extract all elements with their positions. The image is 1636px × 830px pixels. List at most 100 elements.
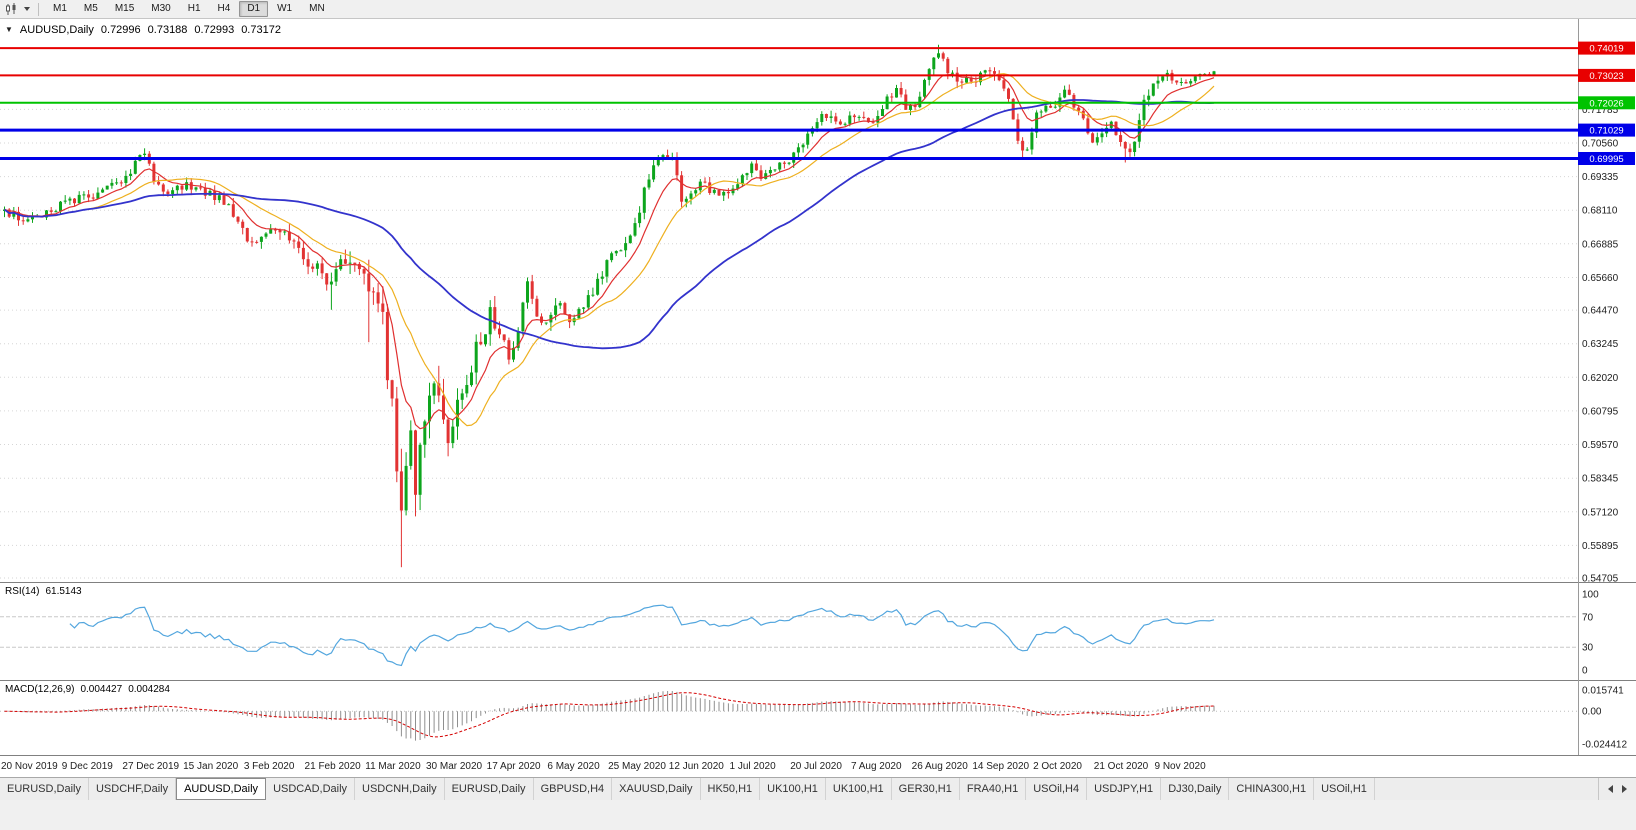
timeframe-button-h1[interactable]: H1 <box>187 3 201 14</box>
rsi-svg: 100 70 30 0 <box>0 582 1636 680</box>
chart-tab-7-xauusd-daily[interactable]: XAUUSD,Daily <box>612 778 701 800</box>
timeframe-button-mn[interactable]: MN <box>309 3 325 14</box>
svg-text:0.69995: 0.69995 <box>1589 154 1623 165</box>
time-axis-label: 27 Dec 2019 <box>122 761 180 772</box>
chart-tab-3-usdcad-daily[interactable]: USDCAD,Daily <box>266 778 356 800</box>
macd-svg: 0.015741 0.00 -0.024412 <box>0 680 1636 755</box>
price-axis-label: 0.65660 <box>1582 273 1619 284</box>
time-axis-label: 25 May 2020 <box>608 761 666 772</box>
price-axis-label: 0.71785 <box>1582 105 1619 116</box>
price-axis-label: 0.64470 <box>1582 306 1619 317</box>
chart-tab-label: USOil,H1 <box>1321 783 1367 795</box>
price-axis-label: 0.63245 <box>1582 339 1619 350</box>
price-chart-pane[interactable]: 0.71785 0.70560 0.69335 0.68110 0.66885 0.656… <box>0 19 1636 585</box>
toolbar-separator <box>38 2 39 16</box>
chart-tab-label: GER30,H1 <box>898 783 952 795</box>
chart-tab-label: USDCNH,Daily <box>362 783 437 795</box>
chart-tab-9-uk100-h1[interactable]: UK100,H1 <box>760 778 826 800</box>
timeframe-button-d1[interactable]: D1 <box>239 1 269 17</box>
chart-tab-2-audusd-daily[interactable]: AUDUSD,Daily <box>176 778 267 800</box>
time-axis-label: 30 Mar 2020 <box>425 761 483 772</box>
chart-tab-label: GBPUSD,H4 <box>540 783 605 795</box>
chart-tab-12-fra40-h1[interactable]: FRA40,H1 <box>959 778 1027 800</box>
timeframe-button-m1[interactable]: M1 <box>53 3 67 14</box>
chart-tab-label: HK50,H1 <box>707 783 753 795</box>
macd-axis-label: -0.024412 <box>1582 740 1627 751</box>
chart-tab-14-usdjpy-h1[interactable]: USDJPY,H1 <box>1087 778 1162 800</box>
chart-tab-10-uk100-h1[interactable]: UK100,H1 <box>825 778 892 800</box>
chart-symbol-label: AUDUSD,Daily <box>19 24 94 36</box>
chart-tab-15-dj30-daily[interactable]: DJ30,Daily <box>1161 778 1230 800</box>
macd-axis-label: 0.015741 <box>1582 686 1624 697</box>
macd-main-value: 0.004427 <box>80 684 123 695</box>
time-axis-label: 12 Jun 2020 <box>668 761 724 772</box>
timeframe-button-m15[interactable]: M15 <box>114 3 135 14</box>
time-axis-label: 11 Mar 2020 <box>365 761 421 772</box>
timeframe-button-m5[interactable]: M5 <box>83 3 98 14</box>
ohlc-close-value: 0.73172 <box>241 24 281 36</box>
chart-menu-arrow-icon[interactable]: ▼ <box>5 25 13 34</box>
chart-tab-4-usdcnh-daily[interactable]: USDCNH,Daily <box>355 778 445 800</box>
horizontal-level-lines[interactable] <box>0 47 1578 160</box>
svg-text:0.71029: 0.71029 <box>1589 126 1623 137</box>
chart-tab-6-gbpusd-h4[interactable]: GBPUSD,H4 <box>533 778 613 800</box>
time-axis-label: 20 Jul 2020 <box>790 761 842 772</box>
timeframe-button-h4[interactable]: H4 <box>217 3 231 14</box>
time-axis-label: 3 Feb 2020 <box>243 761 295 772</box>
ohlc-open-value: 0.72996 <box>100 24 141 36</box>
rsi-value: 61.5143 <box>45 586 82 597</box>
chart-tab-0-eurusd-daily[interactable]: EURUSD,Daily <box>0 778 89 800</box>
price-axis-label: 0.69335 <box>1582 172 1619 183</box>
macd-indicator-label: MACD(12,26,9) 0.004427 0.004284 <box>5 684 170 695</box>
time-axis-label: 9 Dec 2019 <box>61 761 113 772</box>
rsi-indicator-label: RSI(14) 61.5143 <box>5 586 82 597</box>
chart-tab-17-usoil-h1[interactable]: USOil,H1 <box>1314 778 1375 800</box>
candlestick-series <box>3 44 1216 568</box>
chart-tab-label: DJ30,Daily <box>1168 783 1222 795</box>
time-axis-label: 9 Nov 2020 <box>1154 761 1206 772</box>
chart-window: 0.71785 0.70560 0.69335 0.68110 0.66885 0.656… <box>0 19 1636 778</box>
svg-text:0.74019: 0.74019 <box>1589 44 1623 55</box>
price-axis-label: 0.70560 <box>1582 139 1619 150</box>
chart-tab-label: EURUSD,Daily <box>7 783 81 795</box>
price-tag: 0.73023 <box>1578 68 1635 82</box>
price-axis-label: 0.59570 <box>1582 440 1619 451</box>
macd-title: MACD(12,26,9) <box>5 684 75 695</box>
chart-tab-label: USOil,H4 <box>1033 783 1080 795</box>
price-tag: 0.74019 <box>1578 41 1635 55</box>
price-axis-label: 0.57120 <box>1582 507 1619 518</box>
tabs-scroll-right-icon[interactable] <box>1622 785 1627 793</box>
chart-tab-16-china300-h1[interactable]: CHINA300,H1 <box>1229 778 1315 800</box>
chart-tab-label: UK100,H1 <box>832 783 884 795</box>
price-axis-label: 0.55895 <box>1582 541 1619 552</box>
macd-histogram <box>8 691 1215 741</box>
svg-text:0.73023: 0.73023 <box>1589 71 1623 82</box>
rsi-indicator-pane[interactable]: 100 70 30 0 <box>0 582 1636 680</box>
time-axis-label: 2 Oct 2020 <box>1033 761 1082 772</box>
rsi-title: RSI(14) <box>5 586 40 597</box>
price-tag: 0.72026 <box>1578 96 1635 110</box>
ohlc-high-value: 0.73188 <box>147 24 188 36</box>
tabs-scroll-left-icon[interactable] <box>1608 785 1613 793</box>
macd-axis-label: 0.00 <box>1582 707 1602 718</box>
chart-type-dropdown-icon[interactable] <box>24 7 30 11</box>
time-axis-label: 7 Aug 2020 <box>850 761 902 772</box>
chart-tab-11-ger30-h1[interactable]: GER30,H1 <box>891 778 960 800</box>
price-axis-label: 0.60795 <box>1582 406 1619 417</box>
chart-tab-1-usdchf-daily[interactable]: USDCHF,Daily <box>88 778 177 800</box>
main-chart-svg: 0.71785 0.70560 0.69335 0.68110 0.66885 0.656… <box>0 19 1635 585</box>
macd-signal-value: 0.004284 <box>128 684 170 695</box>
chart-tab-8-hk50-h1[interactable]: HK50,H1 <box>700 778 761 800</box>
chart-tab-label: UK100,H1 <box>767 783 818 795</box>
chart-tab-5-eurusd-daily[interactable]: EURUSD,Daily <box>444 778 534 800</box>
macd-indicator-pane[interactable]: 0.015741 0.00 -0.024412 <box>0 680 1636 755</box>
timeframe-button-w1[interactable]: W1 <box>277 3 293 14</box>
tabs-scroll-controls <box>1598 778 1636 800</box>
chart-tab-13-usoil-h4[interactable]: USOil,H4 <box>1026 778 1088 800</box>
timeframe-button-m30[interactable]: M30 <box>151 3 171 14</box>
svg-text:0.72026: 0.72026 <box>1589 98 1623 109</box>
ma-line-55 <box>3 99 1215 350</box>
price-tag: 0.69995 <box>1578 152 1635 165</box>
chart-type-icon[interactable] <box>4 2 19 16</box>
rsi-line <box>69 604 1215 667</box>
